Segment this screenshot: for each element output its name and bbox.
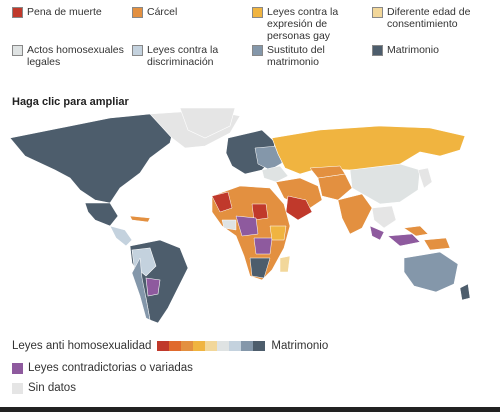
legend-label: Pena de muerte xyxy=(27,6,102,18)
map-title[interactable]: Haga clic para ampliar xyxy=(12,96,129,108)
legend-item-marriage: Matrimonio xyxy=(372,44,439,56)
scale-swatch xyxy=(193,341,206,351)
legend-item-legal-acts: Actos homosexuales legales xyxy=(12,44,124,68)
legend-label: Leyes contra la discriminación xyxy=(147,44,219,68)
world-map[interactable] xyxy=(0,108,500,328)
legend-label: Sustituto del matrimonio xyxy=(267,44,325,68)
legend-swatch xyxy=(132,7,143,18)
legend-swatch xyxy=(252,7,263,18)
legend-item-age-of-consent: Diferente edad de consentimiento xyxy=(372,6,470,30)
legend-label: Actos homosexuales legales xyxy=(27,44,124,68)
mixed-swatch xyxy=(12,362,23,374)
scale-swatch xyxy=(253,341,266,351)
mixed-laws-row: Leyes contradictorias o variadas xyxy=(12,362,193,374)
scale-right-label: Matrimonio xyxy=(271,340,329,352)
legend-label: Diferente edad de consentimiento xyxy=(387,6,471,30)
color-scale xyxy=(157,341,266,351)
legend-swatch xyxy=(372,45,383,56)
scale-swatch xyxy=(169,341,182,351)
scale-swatch xyxy=(217,341,230,351)
scale-left-label: Leyes anti homosexualidad xyxy=(12,340,152,352)
scale-swatch xyxy=(229,341,242,351)
legend-swatch xyxy=(12,45,23,56)
nodata-swatch xyxy=(12,382,23,394)
scale-swatch xyxy=(241,341,254,351)
south-america xyxy=(129,239,189,324)
legend-swatch xyxy=(252,45,263,56)
nodata-label: Sin datos xyxy=(28,382,76,394)
east-asia xyxy=(349,163,433,205)
southeast-asia xyxy=(369,205,429,247)
legend-label: Cárcel xyxy=(147,6,178,18)
europe xyxy=(225,129,289,183)
legend-item-anti-discrimination: Leyes contra la discriminación xyxy=(132,44,218,68)
mixed-label: Leyes contradictorias o variadas xyxy=(28,362,193,374)
scale-swatch xyxy=(157,341,170,351)
oceania xyxy=(403,237,471,301)
south-asia xyxy=(337,193,373,235)
africa xyxy=(211,185,291,281)
legend-swatch xyxy=(372,7,383,18)
bottom-border xyxy=(0,407,500,412)
legend-item-death-penalty: Pena de muerte xyxy=(12,6,102,18)
middle-east xyxy=(275,165,353,221)
scale-swatch xyxy=(205,341,218,351)
legend-label: Matrimonio xyxy=(387,44,439,56)
no-data-row: Sin datos xyxy=(12,382,76,394)
scale-row: Leyes anti homosexualidad Matrimonio xyxy=(12,340,328,352)
scale-swatch xyxy=(181,341,194,351)
legend-item-prison: Cárcel xyxy=(132,6,177,18)
legend-swatch xyxy=(132,45,143,56)
legend-label: Leyes contra la expresión de personas ga… xyxy=(267,6,339,42)
greenland xyxy=(179,108,236,139)
legend-item-expression-laws: Leyes contra la expresión de personas ga… xyxy=(252,6,338,42)
legend-swatch xyxy=(12,7,23,18)
legend-item-marriage-substitute: Sustituto del matrimonio xyxy=(252,44,325,68)
russia xyxy=(271,125,466,175)
